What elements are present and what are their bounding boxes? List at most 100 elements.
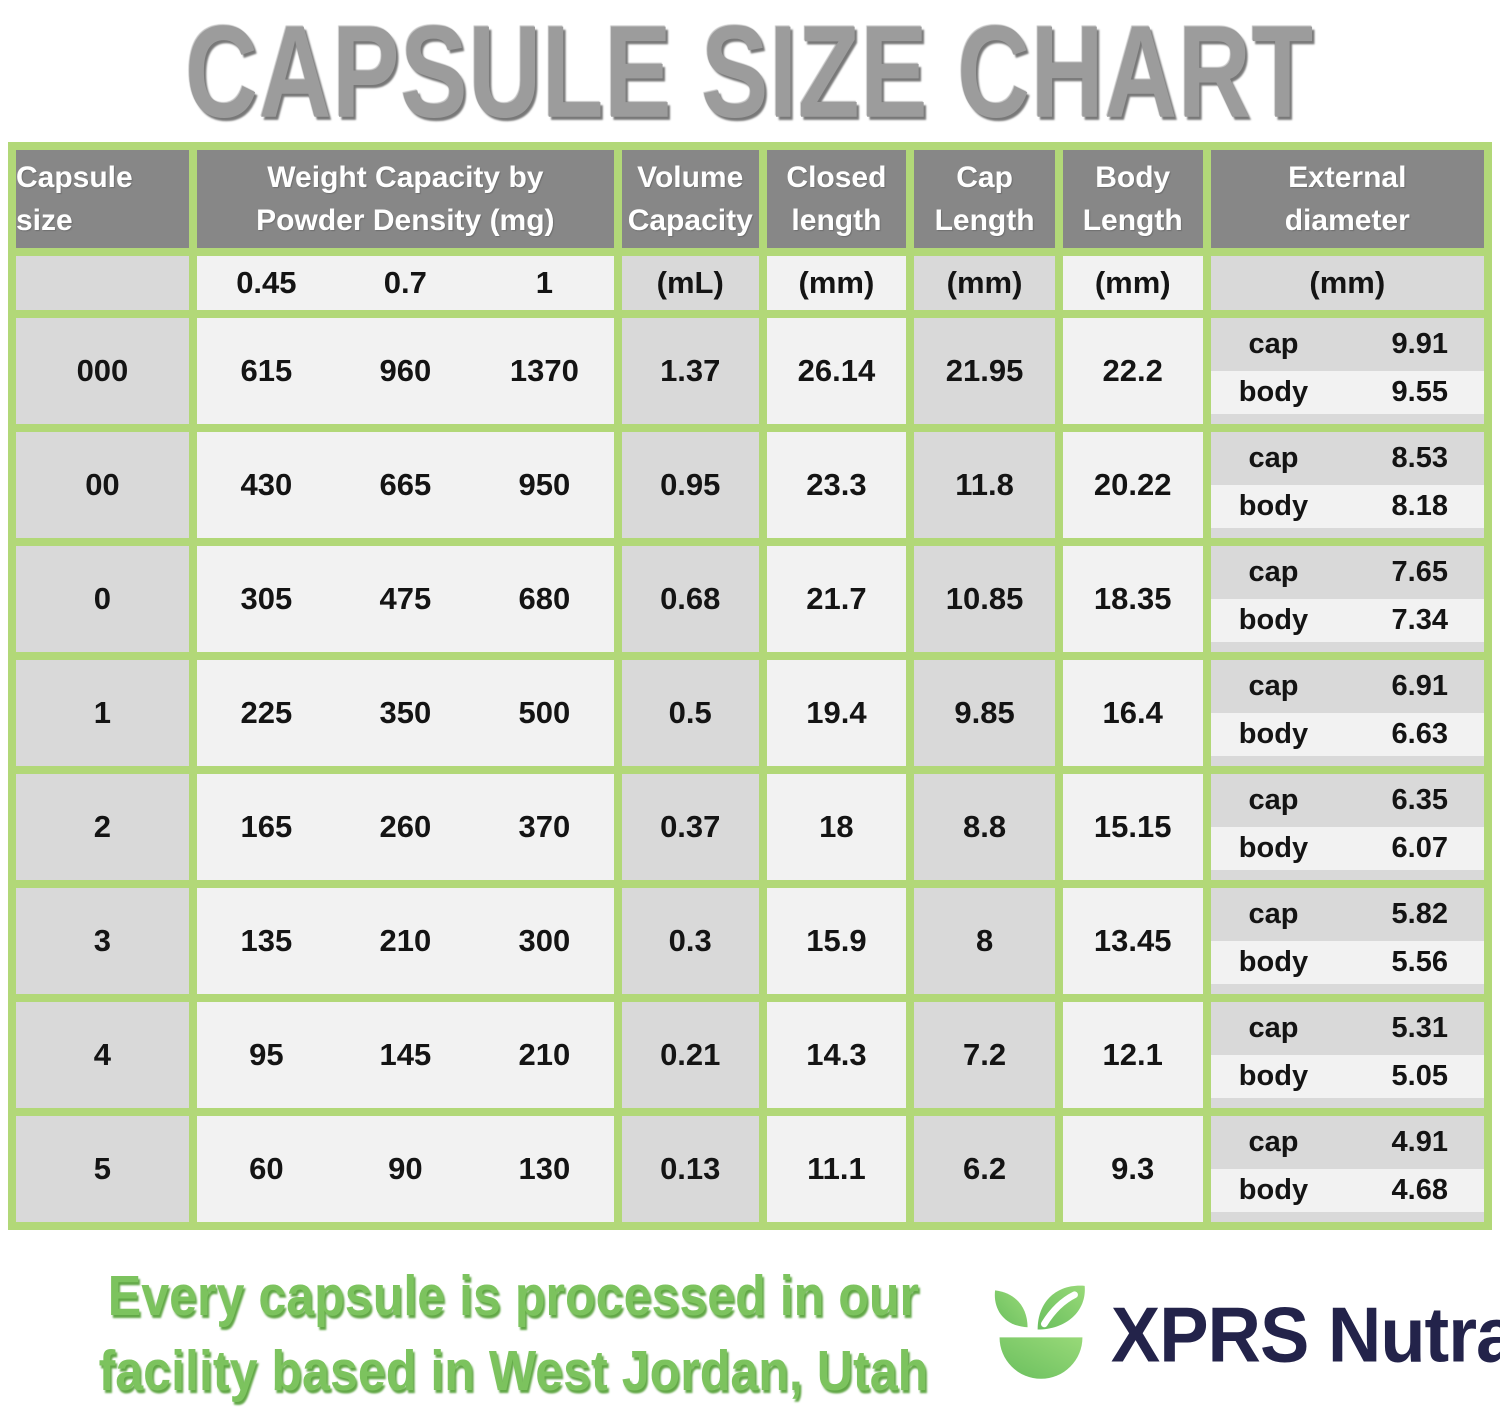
external-cap-label: cap [1248,1012,1299,1044]
weight-at-density-045: 430 [240,467,293,502]
unit-closed-length: (mm) [766,256,907,310]
header-volume-line1: Volume [637,160,744,194]
header-body-line2: Length [1082,204,1183,237]
header-weight-line1: Weight Capacity by [267,160,544,194]
external-body-label: body [1238,1174,1309,1207]
cell-closed-length: 14.3 [766,1002,907,1108]
footer-tagline-line2: facility based in West Jordan, Utah [98,1339,929,1403]
cell-closed-length: 23.3 [766,432,907,538]
external-cap-label: cap [1248,784,1299,816]
cell-body-length: 9.3 [1062,1116,1203,1222]
cell-weight-capacities: 430 665 950 [196,432,614,538]
cell-body-length: 12.1 [1062,1002,1203,1108]
cell-capsule-size: 2 [16,774,189,880]
cell-closed-length: 11.1 [766,1116,907,1222]
table-row: 0 305 475 680 0.68 21.7 10.85 18.35 cap … [16,546,1484,652]
cell-capsule-size: 5 [16,1116,189,1222]
cell-closed-length: 26.14 [766,318,907,424]
header-volume-capacity: Volume Capacity [621,150,759,248]
weight-at-density-1: 210 [518,1037,571,1072]
header-external-line2: diameter [1284,204,1410,237]
header-body-length: Body Length [1062,150,1203,248]
weight-at-density-07: 475 [379,581,432,616]
cell-closed-length: 21.7 [766,546,907,652]
cell-external-diameter: cap 5.31 body 5.05 [1210,1002,1484,1108]
external-cap-value: 7.65 [1391,556,1448,588]
cell-external-diameter: cap 4.91 body 4.68 [1210,1116,1484,1222]
external-body-value: 6.07 [1391,832,1448,865]
external-cap-row: cap 4.91 [1211,1116,1484,1169]
page-title: CAPSULE SIZE CHART [185,0,1315,145]
external-body-row: body 5.56 [1210,941,1484,985]
weight-at-density-045: 225 [240,695,293,730]
cell-external-diameter: cap 5.82 body 5.56 [1210,888,1484,994]
unit-capsule-size-blank [16,256,189,310]
capsule-size-table: Capsule size Weight Capacity by Powder D… [8,142,1492,1230]
table-header-row: Capsule size Weight Capacity by Powder D… [16,150,1484,248]
weight-at-density-045: 60 [249,1151,284,1186]
mortar-leaf-icon [994,1285,1085,1379]
header-external-line1: External [1288,160,1407,194]
cell-capsule-size: 00 [16,432,189,538]
external-cap-value: 6.91 [1391,670,1448,702]
weight-at-density-07: 210 [379,923,432,958]
cell-external-diameter: cap 7.65 body 7.34 [1210,546,1484,652]
header-body-line1: Body [1095,160,1171,194]
cell-cap-length: 21.95 [914,318,1055,424]
external-body-value: 4.68 [1391,1174,1448,1207]
weight-at-density-1: 130 [518,1151,571,1186]
external-cap-row: cap 5.31 [1211,1002,1484,1055]
external-cap-row: cap 6.91 [1211,660,1484,713]
unit-volume: (mL) [621,256,759,310]
external-body-row: body 8.18 [1210,485,1484,529]
header-closed-line1: Closed [786,160,887,194]
external-cap-label: cap [1248,1126,1299,1158]
weight-at-density-1: 300 [518,923,571,958]
unit-cap-length: (mm) [914,256,1055,310]
external-body-label: body [1238,376,1309,409]
external-body-row: body 5.05 [1210,1055,1484,1099]
external-cap-row: cap 5.82 [1211,888,1484,941]
weight-at-density-07: 145 [379,1037,432,1072]
header-weight-capacity: Weight Capacity by Powder Density (mg) [196,150,614,248]
external-body-label: body [1238,946,1309,979]
page-footer: Every capsule is processed in our facili… [0,1256,1500,1412]
header-cap-line1: Cap [956,160,1013,194]
brand-name: XPRS Nutra [1110,1290,1500,1378]
external-body-value: 8.18 [1391,490,1448,523]
cell-capsule-size: 1 [16,660,189,766]
page-header: CAPSULE SIZE CHART [0,0,1500,144]
brand-logo: XPRS Nutra [985,1278,1500,1390]
weight-at-density-07: 960 [379,353,432,388]
external-body-row: body 6.63 [1210,713,1484,757]
external-cap-label: cap [1248,556,1299,588]
cell-cap-length: 11.8 [914,432,1055,538]
external-body-label: body [1238,490,1309,523]
external-cap-value: 4.91 [1391,1126,1448,1158]
cell-body-length: 20.22 [1062,432,1203,538]
footer-tagline-line1: Every capsule is processed in our [107,1263,920,1328]
table-row: 4 95 145 210 0.21 14.3 7.2 12.1 cap 5.31… [16,1002,1484,1108]
weight-at-density-045: 165 [240,809,293,844]
weight-at-density-045: 615 [240,353,293,388]
cell-external-diameter: cap 6.91 body 6.63 [1210,660,1484,766]
external-body-label: body [1238,718,1309,751]
external-cap-row: cap 6.35 [1211,774,1484,827]
weight-at-density-045: 135 [240,923,293,958]
cell-weight-capacities: 135 210 300 [196,888,614,994]
cell-volume-capacity: 0.13 [621,1116,759,1222]
cell-weight-capacities: 60 90 130 [196,1116,614,1222]
header-closed-length: Closed length [766,150,907,248]
weight-at-density-07: 350 [379,695,432,730]
external-cap-label: cap [1248,328,1299,360]
external-body-value: 5.05 [1391,1060,1448,1093]
table-row: 2 165 260 370 0.37 18 8.8 15.15 cap 6.35… [16,774,1484,880]
header-external-diameter: External diameter [1210,150,1484,248]
table-row: 1 225 350 500 0.5 19.4 9.85 16.4 cap 6.9… [16,660,1484,766]
cell-capsule-size: 0 [16,546,189,652]
header-cap-length: Cap Length [914,150,1055,248]
cell-closed-length: 18 [766,774,907,880]
header-volume-line2: Capacity [627,204,753,237]
cell-cap-length: 9.85 [914,660,1055,766]
cell-volume-capacity: 0.3 [621,888,759,994]
